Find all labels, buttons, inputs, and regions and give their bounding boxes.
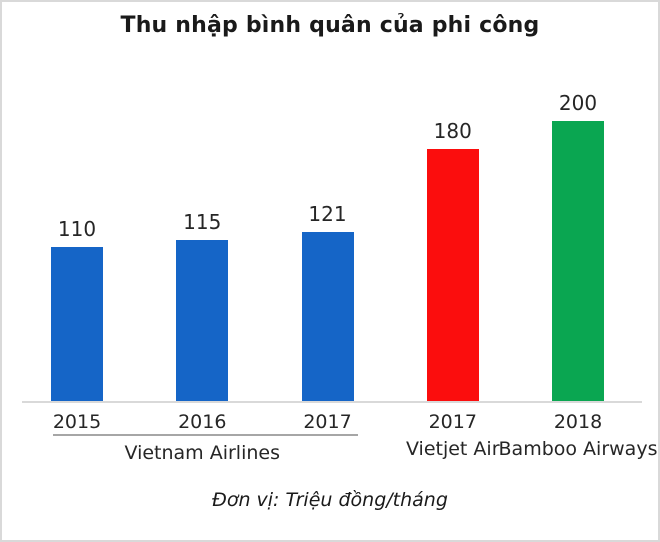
value-label: 110	[57, 217, 97, 241]
year-label: 2016	[178, 411, 227, 433]
value-label: 115	[183, 210, 222, 234]
value-label: 200	[558, 91, 598, 115]
value-label: 121	[308, 202, 347, 226]
year-label: 2015	[52, 411, 102, 433]
x-axis-line	[22, 401, 642, 403]
group-label-bamboo-airways: Bamboo Airways	[498, 438, 658, 460]
value-label: 180	[433, 119, 472, 143]
group-label-vietnam-airlines: Vietnam Airlines	[124, 442, 280, 464]
group-label-vietjet-air: Vietjet Air	[405, 438, 500, 460]
group-underline	[53, 434, 358, 436]
bar-bamboo-airways-2018	[552, 121, 604, 401]
year-label: 2017	[428, 411, 477, 433]
bar-vietnam-airlines-2016	[176, 240, 229, 401]
bar-vietnam-airlines-2017	[301, 232, 354, 401]
bar-vietnam-airlines-2015	[51, 247, 103, 401]
chart-title: Thu nhập bình quân của phi công	[120, 13, 540, 38]
bar-vietjet-air-2017	[426, 149, 479, 401]
year-label: 2017	[303, 411, 352, 433]
year-label: 2018	[553, 411, 603, 433]
unit-note: Đơn vị: Triệu đồng/tháng	[212, 489, 448, 511]
